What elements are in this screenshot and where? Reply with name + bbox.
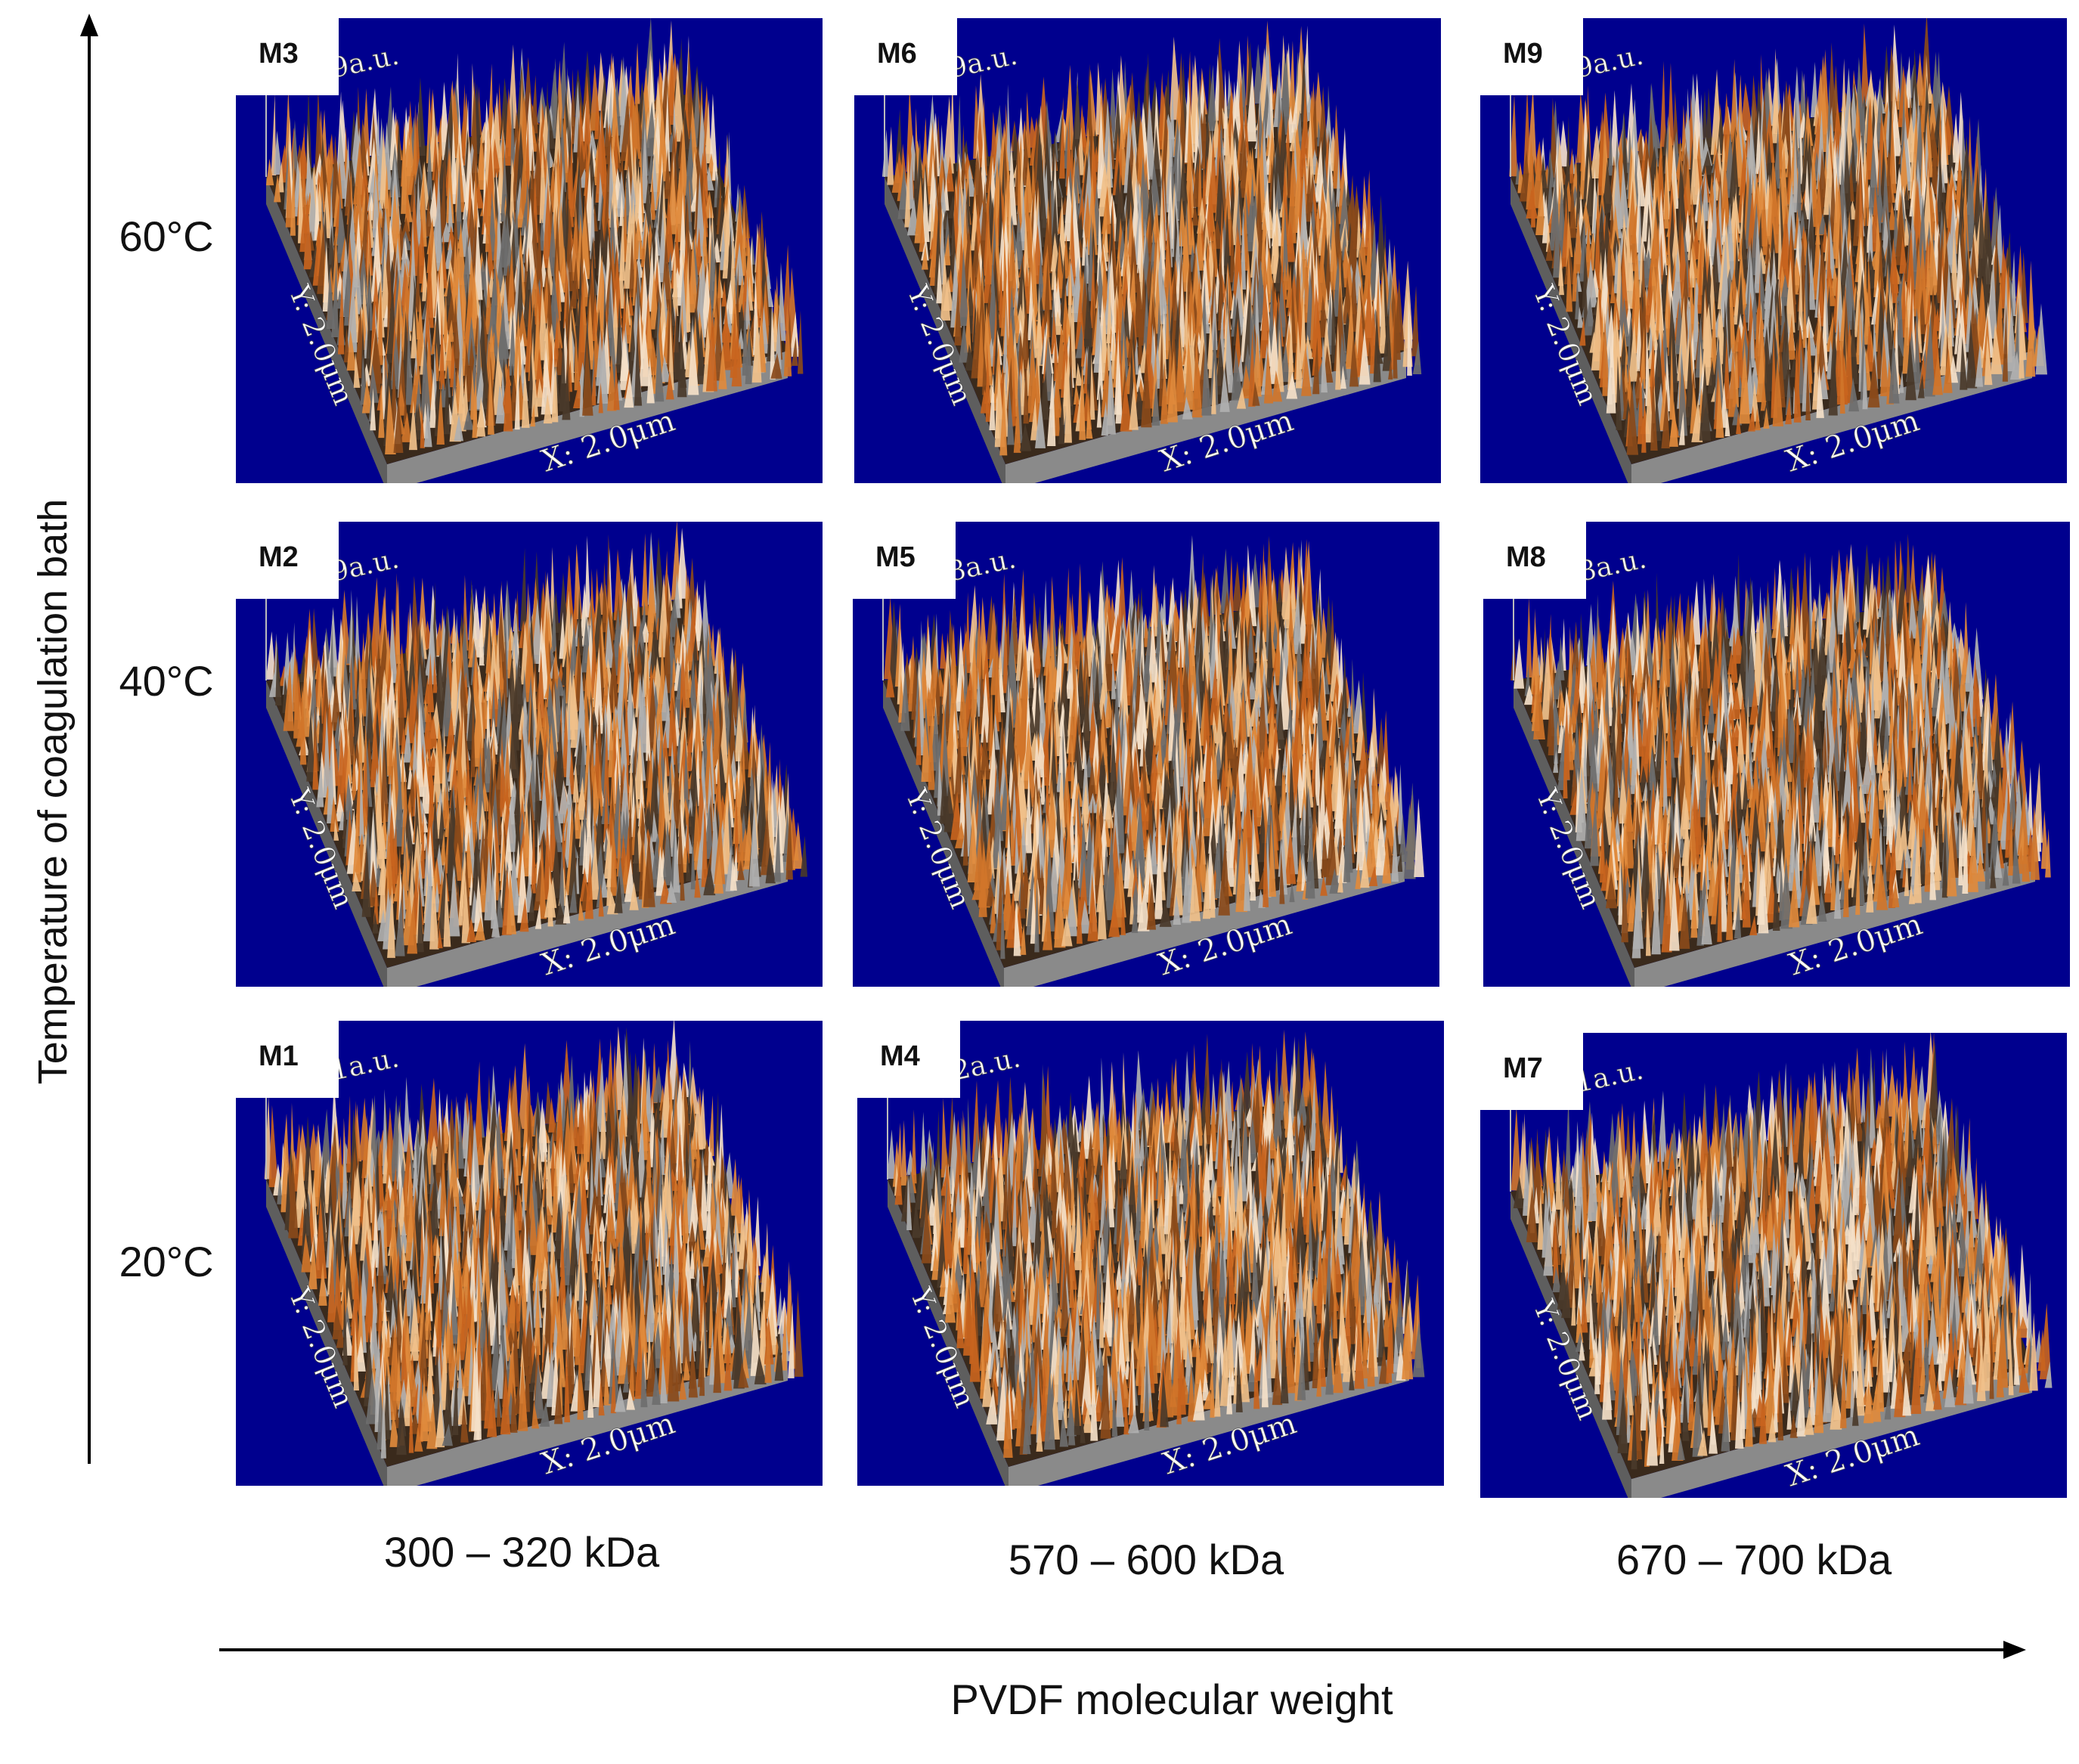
membrane-id-label: M3 [259, 38, 299, 70]
y-axis-line [88, 30, 91, 1464]
temperature-label-60: 60°C [119, 212, 214, 260]
y-axis-arrow-icon [80, 14, 98, 36]
membrane-tag-box: M9 [1480, 18, 1583, 95]
membrane-tag-box: M5 [853, 522, 956, 599]
x-axis-line [219, 1648, 2011, 1651]
membrane-tag-box: M4 [857, 1021, 960, 1098]
membrane-id-label: M2 [259, 541, 299, 573]
mw-label-low: 300 – 320 kDa [383, 1528, 660, 1576]
temperature-label-40: 40°C [119, 657, 214, 705]
membrane-tag-box: M1 [236, 1021, 339, 1098]
membrane-tag-box: M6 [854, 18, 957, 95]
membrane-id-label: M9 [1503, 38, 1543, 70]
mw-label-high: 670 – 700 kDa [1616, 1536, 1892, 1583]
x-axis-title: PVDF molecular weight [950, 1676, 1393, 1723]
membrane-tag-box: M2 [236, 522, 339, 599]
membrane-tag-box: M3 [236, 18, 339, 95]
temperature-label-20: 20°C [119, 1238, 214, 1285]
membrane-id-label: M5 [875, 541, 916, 573]
membrane-id-label: M4 [880, 1040, 920, 1072]
x-axis-arrow-icon [2003, 1641, 2026, 1659]
mw-label-mid: 570 – 600 kDa [1008, 1536, 1284, 1583]
membrane-id-label: M1 [259, 1040, 299, 1072]
membrane-id-label: M7 [1503, 1053, 1543, 1084]
membrane-id-label: M6 [877, 38, 917, 70]
membrane-id-label: M8 [1506, 541, 1546, 573]
y-axis-title: Temperature of coagulation bath [30, 498, 76, 1085]
membrane-tag-box: M7 [1480, 1033, 1583, 1110]
membrane-tag-box: M8 [1483, 522, 1586, 599]
